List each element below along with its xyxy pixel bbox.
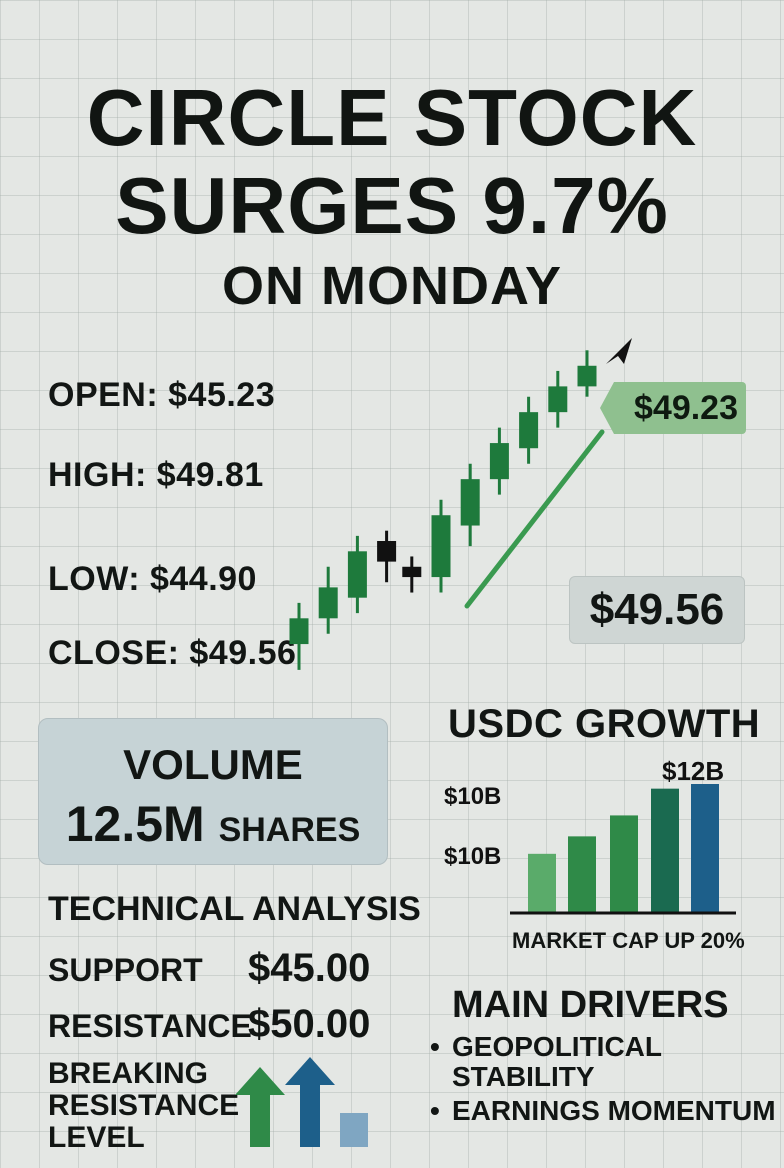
high-price: HIGH: $49.81 [48,456,264,494]
usdc-tick-label: $10B [444,843,501,870]
trend-line [464,429,605,609]
candle [318,566,338,634]
candle-body [548,386,568,413]
candle-body [402,566,422,578]
volume-panel: VOLUME 12.5M SHARES [38,718,388,865]
candle [289,602,309,670]
headline-line-3: ON MONDAY [221,256,563,316]
volume-value: 12.5M SHARES [39,795,387,853]
breaking-line-2: RESISTANCE [48,1089,240,1122]
headline-line-1: CIRCLE STOCK [86,73,698,162]
support-value: $45.00 [248,946,371,990]
candle-body [460,479,480,526]
candle-body [519,412,539,449]
breaking-line-3: LEVEL [48,1121,145,1154]
blue-up-arrow-icon [285,1057,335,1147]
usdc-caption: MARKET CAP UP 20% [512,928,745,953]
candlestick-chart [289,338,632,670]
volume-label: VOLUME [123,741,303,788]
candle-body [489,443,509,480]
usdc-data-label: $12B [662,756,724,786]
low-price: LOW: $44.90 [48,560,257,598]
usdc-growth-title: USDC GROWTH [448,702,761,746]
candle [489,427,509,495]
usdc-bar [528,853,556,912]
candle-body [347,551,367,598]
cursor-arrow-icon [606,338,632,364]
usdc-tick-label: $10B [444,783,501,810]
candle-body [577,365,597,387]
volume-number: 12.5M [65,796,205,852]
resistance-label: RESISTANCE [48,1008,252,1044]
usdc-bar [691,784,719,912]
usdc-bar [610,815,638,912]
usdc-bar [651,788,679,912]
usdc-bar-chart: $10B $10B $12B [444,756,736,915]
driver-item: GEOPOLITICAL STABILITY [430,1032,672,1092]
candle-body [431,515,451,578]
candle-body [289,618,309,645]
headline-line-2: SURGES 9.7% [115,161,669,250]
candle [460,463,480,547]
candle-body [318,587,338,619]
driver-item: EARNINGS MOMENTUM [430,1096,776,1127]
candle [519,396,539,464]
candle [347,535,367,614]
candle-body [377,541,397,562]
drivers-list: GEOPOLITICAL STABILITY EARNINGS MOMENTUM [430,1032,776,1130]
close-price: CLOSE: $49.56 [48,634,297,672]
technical-analysis-title: TECHNICAL ANALYSIS [48,890,421,928]
candle [548,370,568,428]
candle [431,499,451,593]
candle [402,556,422,593]
usdc-bar [568,836,596,912]
candle [577,350,597,397]
green-up-arrow-icon [235,1067,285,1147]
breaking-resistance-text: BREAKING RESISTANCE LEVEL [48,1058,239,1154]
resistance-value: $50.00 [248,1002,371,1046]
main-drivers-title: MAIN DRIVERS [452,984,729,1026]
breaking-line-1: BREAKING [48,1057,209,1090]
up-arrows-icon [235,1057,368,1147]
candle [377,530,397,583]
support-label: SUPPORT [48,952,203,988]
open-price: OPEN: $45.23 [48,376,276,414]
small-square-icon [340,1113,368,1147]
price-tag: $49.23 [600,382,746,434]
close-badge: $49.56 [569,576,745,644]
volume-unit: SHARES [218,811,361,849]
